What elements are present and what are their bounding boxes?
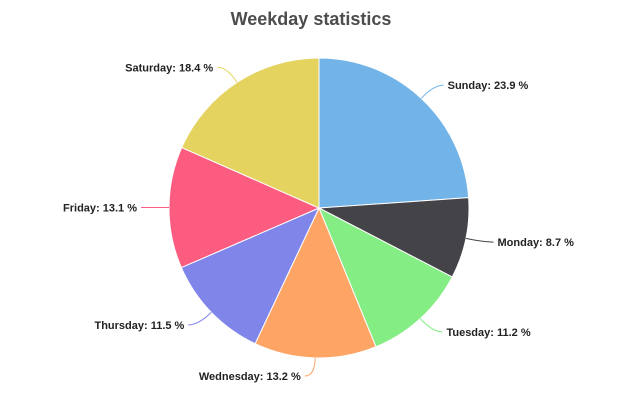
label-connector-saturday: [217, 66, 238, 83]
pie-slice-friday[interactable]: [168, 147, 320, 269]
pie-slices: [168, 57, 470, 359]
label-connector-wednesday: [304, 357, 316, 377]
slice-label-monday: Monday: 8.7 %: [498, 237, 575, 249]
slice-label-saturday: Saturday: 18.4 %: [125, 62, 213, 74]
pie-slice-wednesday[interactable]: [254, 207, 377, 359]
pie-slice-monday[interactable]: [318, 197, 470, 278]
pie-slice-tuesday[interactable]: [318, 207, 453, 348]
slice-label-sunday: Sunday: 23.9 %: [448, 80, 529, 92]
label-connector-thursday: [188, 312, 212, 326]
slice-label-tuesday: Tuesday: 11.2 %: [446, 327, 530, 339]
label-connector-monday: [465, 237, 494, 243]
slice-labels: Sunday: 23.9 % Monday: 8.7 % Tuesday: 11.2…: [63, 62, 574, 383]
label-connectors: [141, 66, 494, 377]
chart-title: Weekday statistics: [230, 9, 392, 29]
label-connector-tuesday: [419, 318, 443, 333]
pie-slice-saturday[interactable]: [181, 57, 320, 209]
slice-label-thursday: Thursday: 11.5 %: [94, 320, 184, 332]
label-connector-sunday: [420, 84, 444, 99]
slice-label-friday: Friday: 13.1 %: [63, 202, 137, 214]
pie-slice-sunday[interactable]: [318, 57, 470, 209]
pie-slice-thursday[interactable]: [180, 207, 320, 345]
slice-label-wednesday: Wednesday: 13.2 %: [199, 371, 301, 383]
